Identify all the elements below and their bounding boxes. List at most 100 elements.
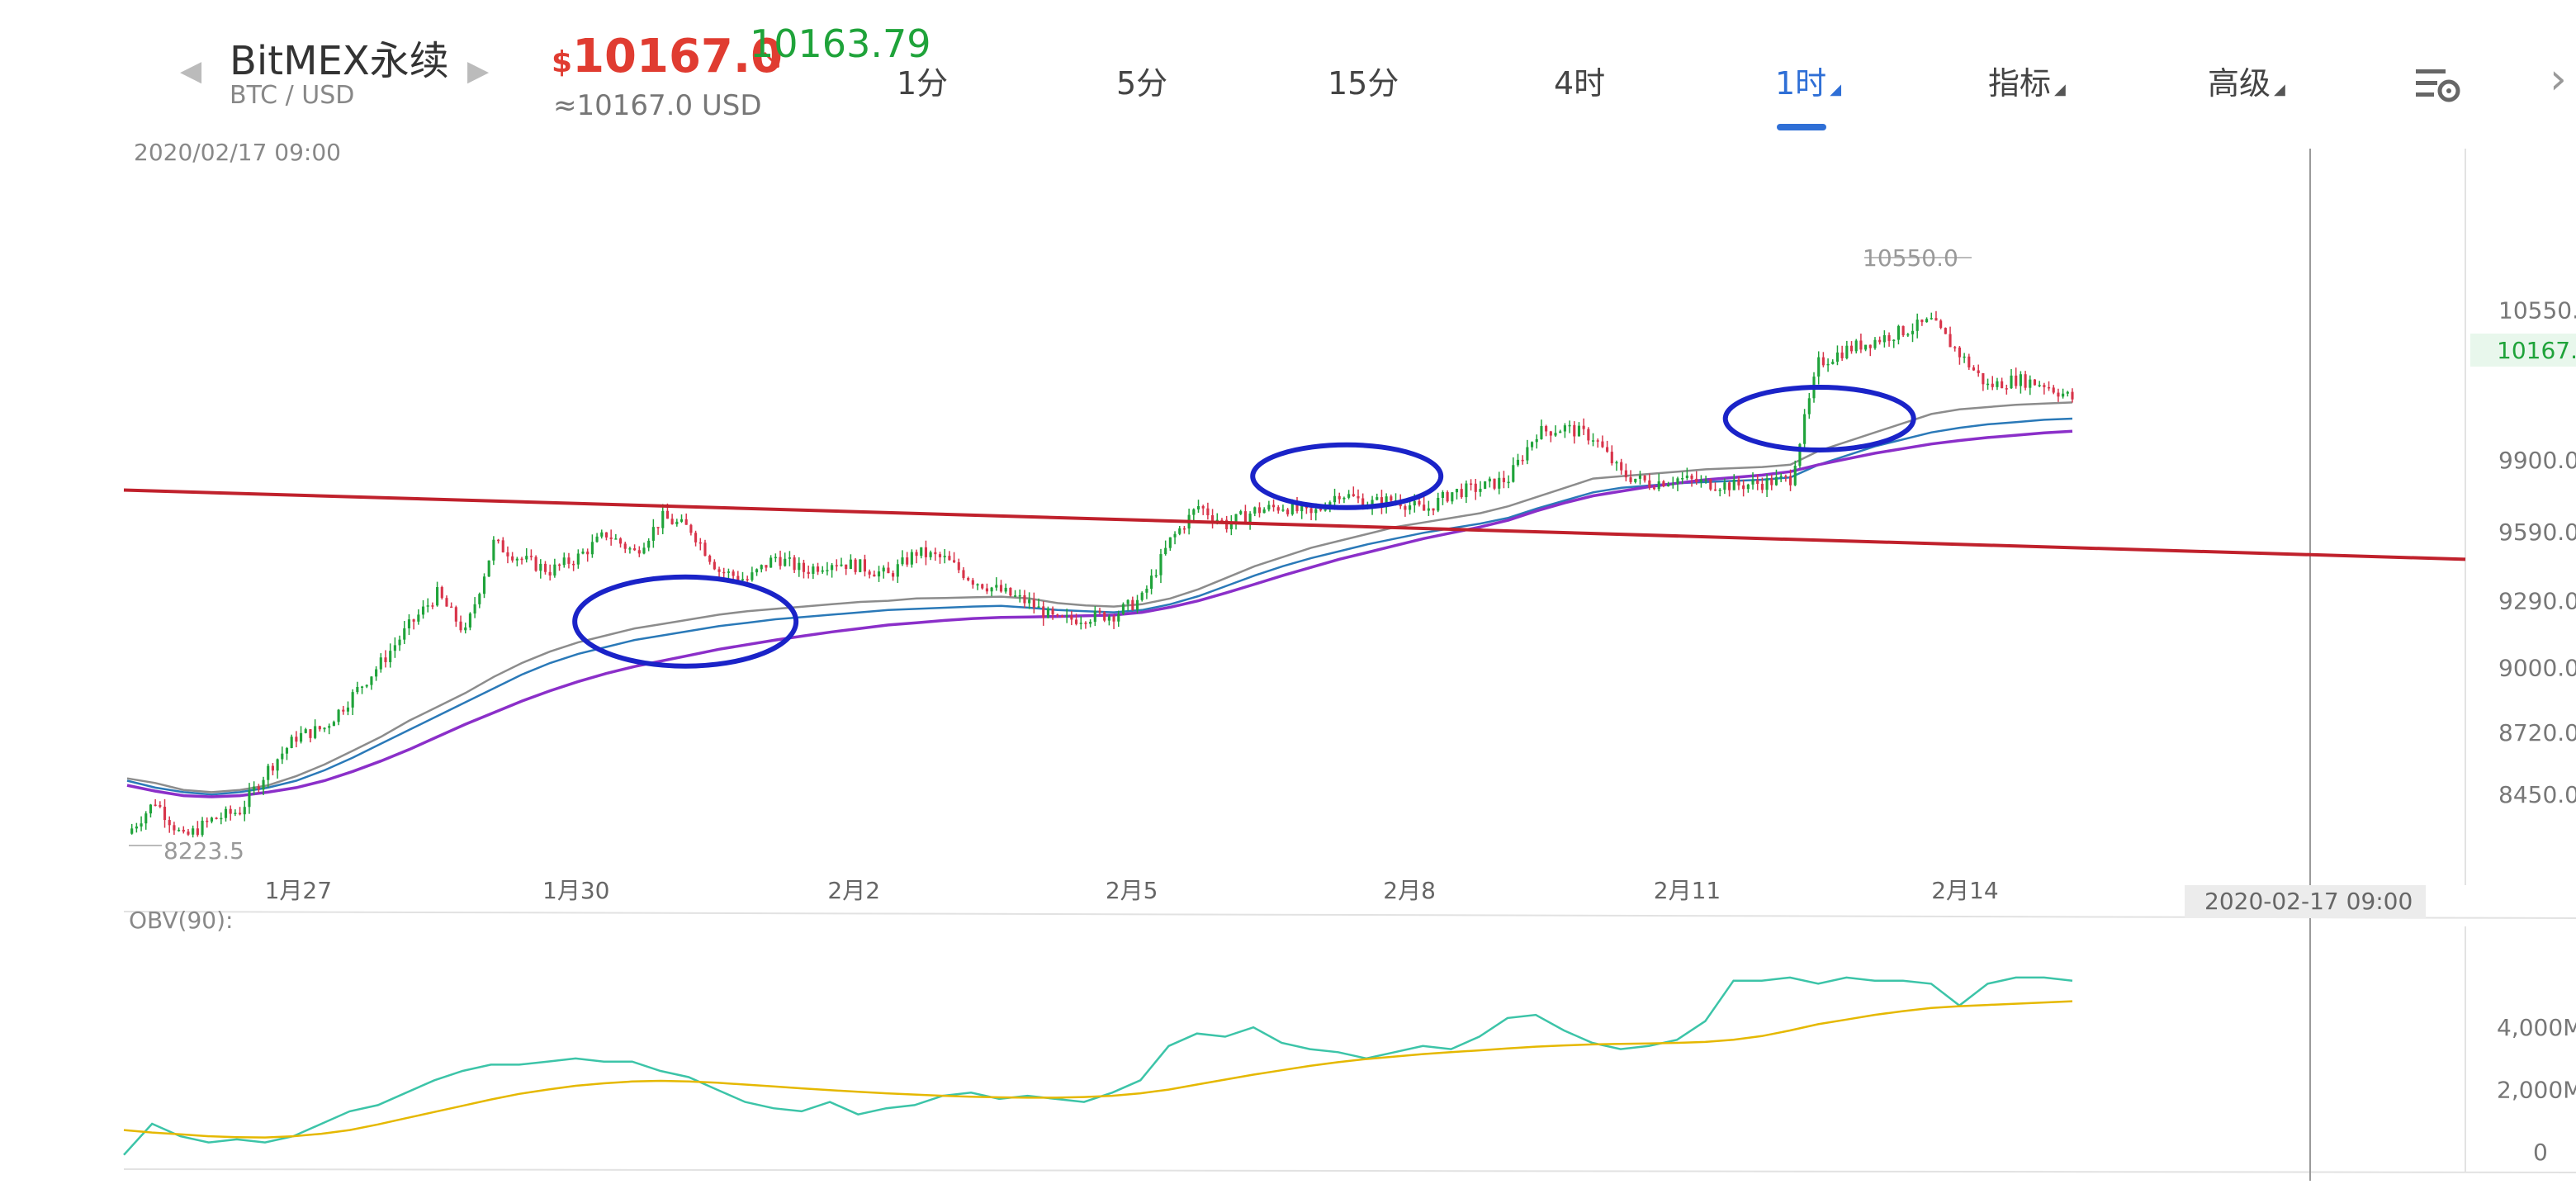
candle-body <box>708 556 712 562</box>
candle-body <box>680 519 684 522</box>
dropdown-corner-icon: ◢ <box>1830 81 1842 98</box>
candle-body <box>985 588 988 592</box>
tab-1min[interactable]: 1分 <box>897 58 948 103</box>
highlight-circle <box>572 574 799 669</box>
candle-body <box>845 564 848 570</box>
candle-body <box>567 557 571 564</box>
candle-body <box>976 584 979 585</box>
candle-body <box>1014 595 1017 597</box>
candle-body <box>1404 506 1407 510</box>
candle-body <box>1695 478 1698 482</box>
tab-advanced[interactable]: 高级 ◢ <box>2208 58 2285 103</box>
candle-body <box>1154 575 1158 577</box>
candle-body <box>398 639 401 646</box>
candle-body <box>1423 504 1426 511</box>
candle-body <box>1173 533 1177 538</box>
candle-body <box>1484 481 1487 489</box>
candle-body <box>1930 318 1933 320</box>
candle-body <box>1681 478 1684 480</box>
tab-15min[interactable]: 15分 <box>1328 58 1399 103</box>
candle-body <box>769 557 773 568</box>
prev-symbol-icon[interactable]: ◀ <box>180 54 202 88</box>
candle-body <box>351 692 354 708</box>
candle-body <box>1671 483 1674 486</box>
candle-body <box>1168 537 1172 548</box>
symbol-pair: BTC / USD <box>230 81 355 110</box>
candle-body <box>1178 528 1181 534</box>
chart-settings-icon[interactable] <box>2414 64 2462 106</box>
candle-body <box>497 539 500 542</box>
candle-body <box>1896 325 1901 340</box>
candle-body <box>1432 508 1435 511</box>
tab-4hour[interactable]: 4时 <box>1554 58 1605 103</box>
candle-body <box>938 554 942 557</box>
candle-body <box>1968 356 1971 368</box>
candle-body <box>1084 623 1087 624</box>
candle-body <box>675 521 679 524</box>
candle-body <box>1765 478 1769 490</box>
candle-body <box>1774 476 1778 486</box>
candle-body <box>220 817 223 820</box>
candle-body <box>1723 482 1726 490</box>
candle-body <box>1821 357 1825 366</box>
price-change-icon: ↘ <box>760 43 784 76</box>
low-annotation: 8223.5 <box>163 837 244 865</box>
candle-body <box>1352 494 1355 496</box>
candle-body <box>604 532 608 538</box>
candle-body <box>1009 587 1012 596</box>
candle-body <box>1371 500 1374 508</box>
tab-indicators[interactable]: 指标 ◢ <box>1988 58 2066 103</box>
candle-body <box>2019 374 2022 386</box>
candle-body <box>877 571 881 577</box>
time-tick-label: 2月11 <box>1654 877 1721 904</box>
chevron-right-icon[interactable]: › <box>2550 54 2567 104</box>
candle-body <box>178 829 181 831</box>
candle-body <box>1859 340 1863 350</box>
candle-body <box>831 565 834 571</box>
candle-body <box>525 556 528 560</box>
candle-body <box>473 604 476 614</box>
candle-body <box>840 564 843 566</box>
candle-body <box>1582 425 1585 429</box>
dropdown-corner-icon: ◢ <box>2054 81 2066 98</box>
candle-body <box>1807 398 1811 414</box>
candle-body <box>130 828 134 834</box>
candle-body <box>647 540 651 548</box>
tab-5min[interactable]: 5分 <box>1116 58 1167 103</box>
candle-body <box>665 510 670 519</box>
candle-body <box>1615 462 1618 464</box>
candle-body <box>1413 500 1416 506</box>
candle-body <box>892 573 895 577</box>
candle-body <box>1225 519 1229 529</box>
candle-body <box>2062 393 2065 397</box>
candle-body <box>995 585 998 588</box>
tab-label: 高级 <box>2208 65 2271 102</box>
candle-body <box>1427 508 1430 511</box>
crosshair-time-tag <box>2185 885 2426 918</box>
candle-body <box>1742 485 1745 490</box>
candle-body <box>454 607 457 622</box>
candle-body <box>1845 345 1849 358</box>
candle-body <box>168 820 171 826</box>
candle-body <box>957 561 960 571</box>
candle-body <box>1676 478 1679 484</box>
candle-body <box>1295 503 1299 512</box>
candle-body <box>1309 508 1313 514</box>
candle-body <box>1376 497 1379 500</box>
candle-body <box>1526 447 1529 461</box>
next-symbol-icon[interactable]: ▶ <box>467 54 490 88</box>
tab-1hour[interactable]: 1时 ◢ <box>1775 58 1841 103</box>
candle-body <box>751 572 754 580</box>
current-price-label: 10167. <box>2497 337 2576 364</box>
candle-body <box>703 542 707 557</box>
candle-body <box>511 556 514 561</box>
candle-body <box>1591 440 1595 442</box>
candle-body <box>379 657 382 670</box>
candles <box>130 310 2074 838</box>
candle-body <box>1854 340 1858 352</box>
candle-body <box>774 557 777 559</box>
candle-body <box>1996 381 1999 387</box>
candle-body <box>760 565 763 570</box>
candle-body <box>1046 609 1049 618</box>
